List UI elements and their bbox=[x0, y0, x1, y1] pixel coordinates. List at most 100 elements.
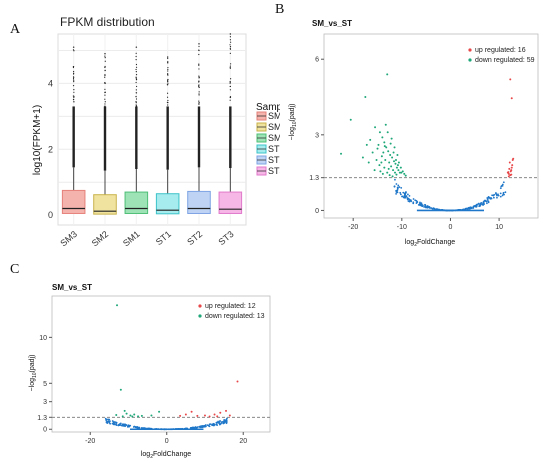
chart-title: FPKM distribution bbox=[60, 15, 155, 29]
box bbox=[187, 190, 211, 214]
down-point bbox=[383, 141, 386, 144]
box bbox=[93, 194, 117, 215]
y-tick-label: 0 bbox=[48, 210, 53, 220]
outlier-point bbox=[135, 68, 137, 71]
box bbox=[61, 189, 86, 214]
x-axis-label: log2FoldChange bbox=[141, 451, 191, 460]
down-point bbox=[378, 164, 381, 167]
outlier-point bbox=[198, 77, 200, 79]
y-tick-label: 1.3 bbox=[37, 415, 47, 422]
outlier-point bbox=[73, 96, 75, 98]
outlier-point bbox=[72, 77, 75, 80]
down-point bbox=[394, 171, 397, 174]
outlier-point bbox=[135, 66, 138, 68]
up-point bbox=[196, 414, 199, 417]
down-point bbox=[392, 151, 395, 154]
ns-point bbox=[209, 423, 212, 426]
ns-point bbox=[225, 421, 228, 424]
x-tick-label: ST2 bbox=[185, 229, 204, 247]
ns-point bbox=[399, 191, 402, 194]
down-point bbox=[374, 126, 377, 129]
outlier-point bbox=[198, 94, 200, 96]
outlier-point bbox=[230, 63, 232, 65]
down-point bbox=[393, 146, 396, 149]
legend-entry: down regulated: 13 bbox=[205, 313, 265, 320]
outlier-point bbox=[167, 104, 169, 106]
outlier-point bbox=[72, 79, 75, 81]
outlier-point bbox=[198, 80, 200, 82]
down-point bbox=[361, 156, 364, 159]
outlier-point bbox=[135, 81, 137, 84]
outlier-point bbox=[135, 76, 137, 78]
ns-point bbox=[418, 203, 421, 206]
ns-point bbox=[431, 208, 434, 210]
outlier-point bbox=[73, 70, 75, 73]
up-point bbox=[208, 415, 211, 418]
down-point bbox=[389, 142, 392, 145]
down-point bbox=[349, 118, 352, 121]
down-point bbox=[377, 143, 380, 146]
outlier-point bbox=[135, 89, 137, 91]
ns-point bbox=[215, 422, 218, 424]
outlier-point bbox=[229, 39, 232, 41]
down-point bbox=[395, 173, 398, 176]
ns-point bbox=[199, 426, 201, 429]
up-point bbox=[190, 410, 193, 413]
outlier-point bbox=[104, 91, 106, 93]
ns-point bbox=[216, 424, 219, 427]
up-point bbox=[203, 414, 206, 417]
outlier-point bbox=[167, 70, 169, 72]
ns-point bbox=[398, 186, 401, 188]
outlier-point bbox=[135, 105, 138, 107]
down-point bbox=[140, 414, 143, 417]
ns-point bbox=[395, 192, 398, 195]
up-point bbox=[507, 172, 510, 175]
outlier-point bbox=[104, 105, 106, 107]
ns-point bbox=[497, 193, 499, 196]
ns-point bbox=[396, 189, 399, 192]
ns-point bbox=[482, 202, 485, 204]
legend-title: Sample bbox=[256, 102, 280, 113]
ns-point bbox=[402, 196, 405, 199]
outlier-point bbox=[72, 76, 75, 78]
x-tick-label: 0 bbox=[449, 224, 453, 231]
ns-point bbox=[424, 204, 427, 206]
down-point bbox=[401, 170, 404, 173]
ns-point bbox=[428, 207, 431, 209]
outlier-point bbox=[167, 81, 169, 83]
box bbox=[218, 191, 243, 214]
down-point bbox=[392, 169, 395, 172]
ns-point bbox=[112, 421, 115, 423]
panel-label-c: C bbox=[10, 262, 20, 277]
down-point bbox=[383, 145, 386, 148]
legend-entry: SM1 bbox=[268, 133, 280, 143]
ns-point bbox=[122, 423, 125, 426]
ns-point bbox=[393, 185, 396, 188]
ns-point bbox=[127, 424, 130, 427]
outlier-point bbox=[167, 61, 169, 63]
ns-point bbox=[396, 191, 399, 194]
outlier-point bbox=[166, 56, 169, 58]
down-point bbox=[378, 131, 381, 134]
legend-entry: up regulated: 16 bbox=[475, 47, 526, 54]
ns-point bbox=[106, 422, 109, 425]
outlier-point bbox=[135, 46, 138, 48]
ns-point bbox=[504, 191, 507, 194]
down-point bbox=[391, 175, 394, 178]
outlier-point bbox=[198, 100, 200, 102]
outlier-point bbox=[198, 63, 200, 65]
ns-point bbox=[136, 426, 139, 428]
y-tick-label: 4 bbox=[48, 78, 53, 88]
down-point bbox=[376, 147, 379, 150]
legend-marker bbox=[198, 304, 202, 308]
up-point bbox=[509, 78, 512, 81]
y-tick-label: 1.3 bbox=[309, 175, 319, 182]
down-point bbox=[385, 146, 388, 149]
up-point bbox=[179, 414, 182, 417]
outlier-point bbox=[135, 92, 137, 94]
outlier-point bbox=[104, 94, 106, 96]
outlier-point bbox=[135, 96, 137, 98]
outlier-point bbox=[230, 78, 232, 80]
outlier-point bbox=[135, 74, 138, 76]
